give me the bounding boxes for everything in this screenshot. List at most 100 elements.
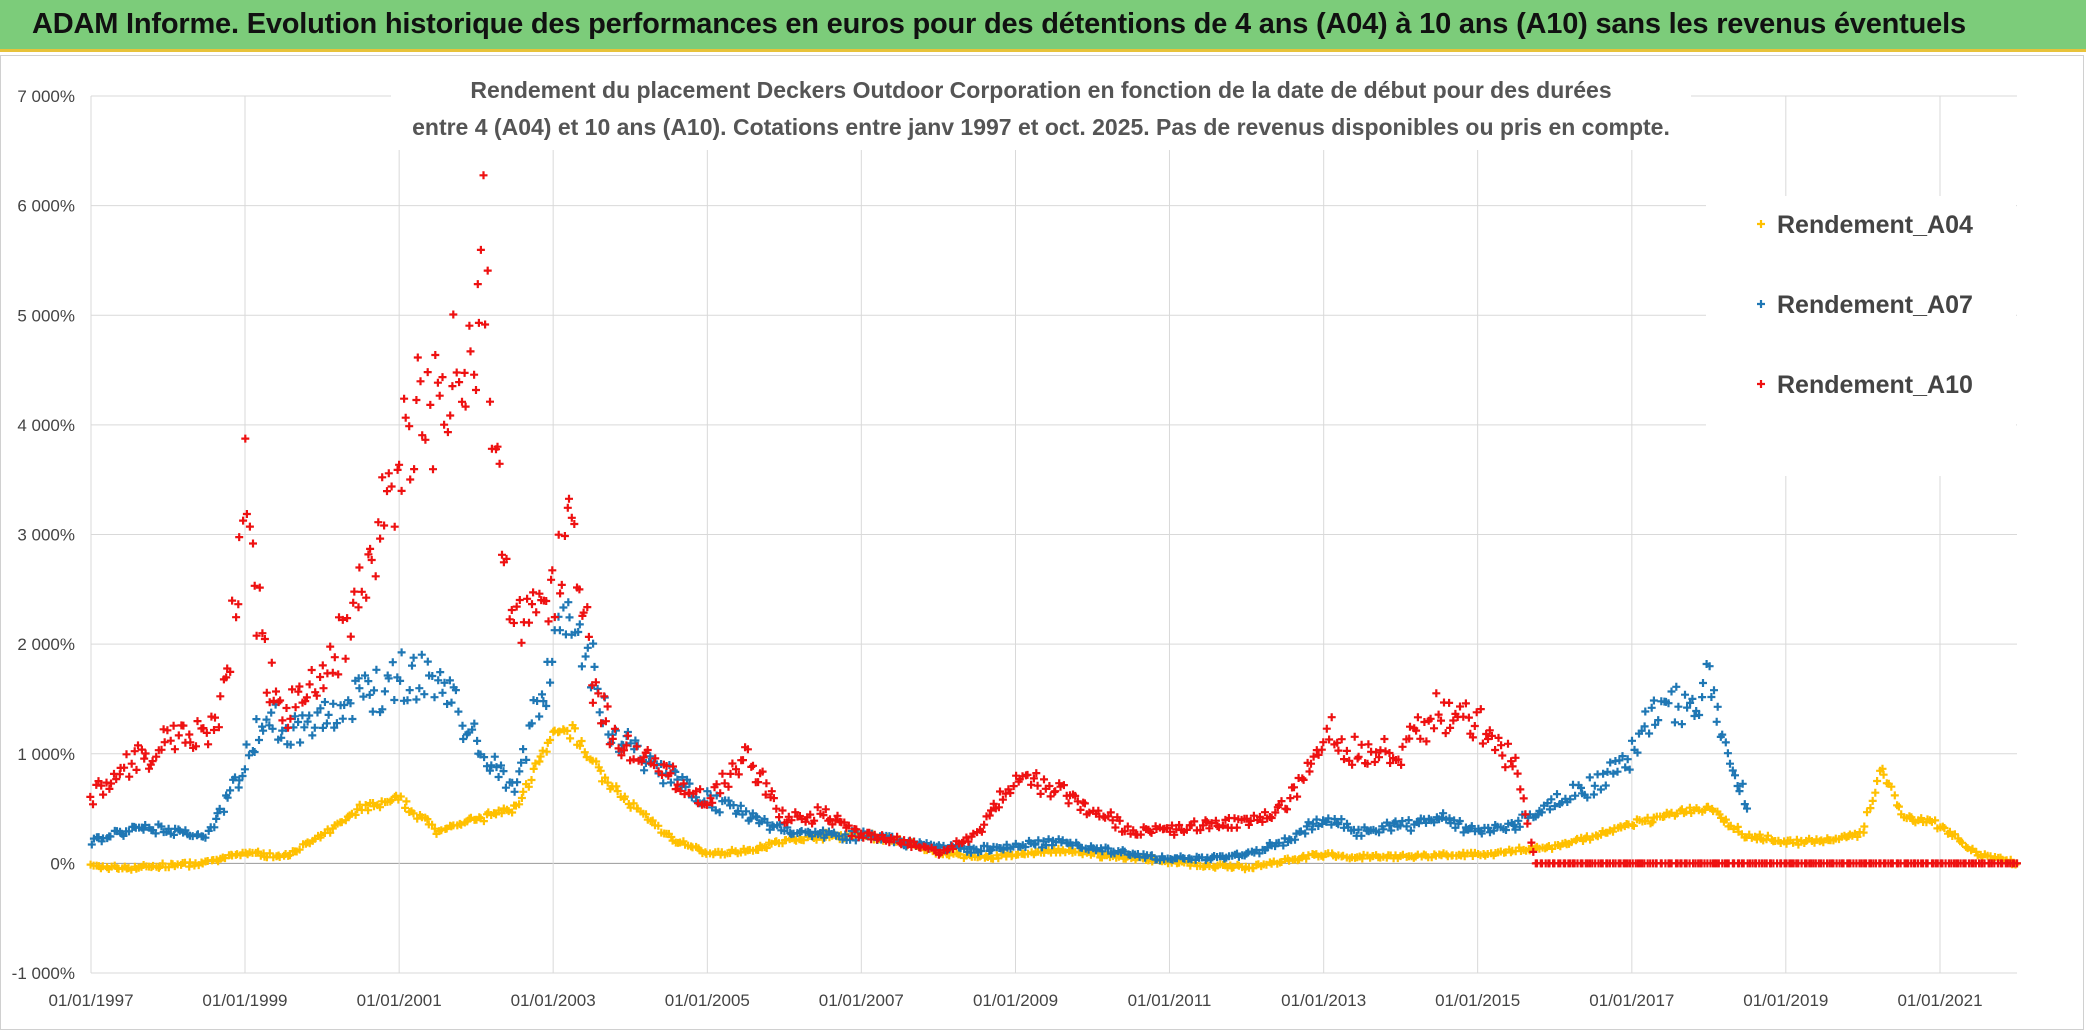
- data-point: [498, 550, 506, 559]
- data-point: [1871, 788, 1880, 797]
- data-point: [1599, 769, 1608, 778]
- data-point: [1640, 722, 1649, 731]
- data-point: [1059, 781, 1068, 790]
- data-point: [320, 698, 329, 706]
- data-point: [433, 378, 442, 387]
- data-point: [226, 667, 235, 676]
- data-point: [1032, 769, 1041, 778]
- data-point: [220, 807, 228, 816]
- data-point: [758, 767, 767, 776]
- data-point: [1437, 813, 1446, 822]
- data-point: [267, 658, 276, 667]
- data-point: [362, 593, 371, 602]
- data-point: [588, 698, 597, 707]
- data-point: [1698, 693, 1707, 702]
- data-point: [1232, 823, 1241, 832]
- data-point: [346, 699, 355, 708]
- data-point: [357, 587, 366, 596]
- data-point: [1550, 802, 1559, 811]
- data-point: [712, 780, 721, 789]
- data-point: [948, 844, 957, 853]
- data-point: [567, 513, 576, 522]
- data-point: [250, 748, 259, 756]
- data-point: [1006, 789, 1015, 797]
- data-point: [1566, 795, 1575, 804]
- data-point: [1672, 682, 1681, 691]
- data-point: [1723, 749, 1732, 758]
- data-point: [260, 635, 269, 643]
- data-point: [539, 697, 548, 706]
- data-point: [262, 715, 271, 724]
- data-point: [120, 763, 129, 772]
- data-point: [1508, 762, 1517, 771]
- data-point: [620, 792, 629, 801]
- data-point: [1385, 821, 1394, 830]
- data-point: [1521, 810, 1530, 819]
- data-point: [1731, 771, 1739, 780]
- data-point: [145, 764, 153, 773]
- data-point: [508, 808, 517, 817]
- data-point: [1402, 822, 1411, 831]
- data-point: [1718, 730, 1727, 739]
- data-point: [449, 310, 458, 319]
- data-point: [1147, 828, 1156, 837]
- data-point: [1477, 829, 1486, 838]
- data-point: [141, 821, 150, 829]
- data-point: [1710, 686, 1718, 695]
- data-point: [272, 687, 280, 696]
- data-point: [565, 494, 573, 503]
- data-point: [1307, 759, 1315, 768]
- data-point: [1385, 749, 1394, 757]
- data-point: [468, 725, 477, 734]
- data-point: [718, 769, 727, 778]
- data-point: [86, 792, 95, 801]
- data-point: [987, 806, 995, 815]
- data-point: [1485, 726, 1494, 735]
- data-point: [996, 787, 1004, 796]
- data-point: [1394, 755, 1403, 764]
- data-point: [778, 806, 787, 815]
- data-point: [148, 757, 157, 766]
- legend-marker: [1757, 300, 1765, 308]
- data-point: [1296, 827, 1305, 836]
- data-point: [529, 588, 538, 597]
- data-point: [600, 692, 609, 701]
- data-point: [445, 676, 454, 685]
- data-point: [1271, 808, 1280, 817]
- data-point: [440, 420, 449, 429]
- data-point: [589, 639, 598, 648]
- data-point: [374, 518, 383, 527]
- data-point: [639, 753, 648, 762]
- data-point: [592, 757, 601, 766]
- x-tick-label: 01/01/2013: [1281, 991, 1366, 1010]
- data-point: [125, 772, 134, 781]
- data-point: [480, 753, 489, 762]
- data-point: [388, 658, 397, 667]
- data-point: [451, 686, 460, 695]
- data-point: [576, 741, 584, 750]
- data-point: [847, 832, 856, 840]
- data-point: [1416, 734, 1425, 743]
- data-point: [575, 585, 584, 594]
- data-point: [1202, 817, 1211, 826]
- data-point: [791, 808, 800, 817]
- data-point: [428, 672, 437, 680]
- data-point: [669, 762, 677, 771]
- data-point: [298, 711, 307, 720]
- data-point: [591, 678, 600, 687]
- data-point: [1866, 804, 1875, 813]
- x-tick-label: 01/01/2021: [1897, 991, 1982, 1010]
- data-point: [736, 801, 745, 810]
- data-point: [1879, 770, 1888, 779]
- x-tick-label: 01/01/2015: [1435, 991, 1520, 1010]
- data-point: [1413, 713, 1422, 722]
- data-point: [408, 661, 416, 670]
- data-point: [1274, 838, 1283, 847]
- data-point: [437, 826, 446, 835]
- data-point: [384, 674, 393, 683]
- data-point: [328, 668, 337, 677]
- data-point: [1509, 820, 1518, 829]
- data-point: [490, 752, 499, 761]
- data-point: [278, 716, 287, 725]
- data-point: [1218, 821, 1227, 830]
